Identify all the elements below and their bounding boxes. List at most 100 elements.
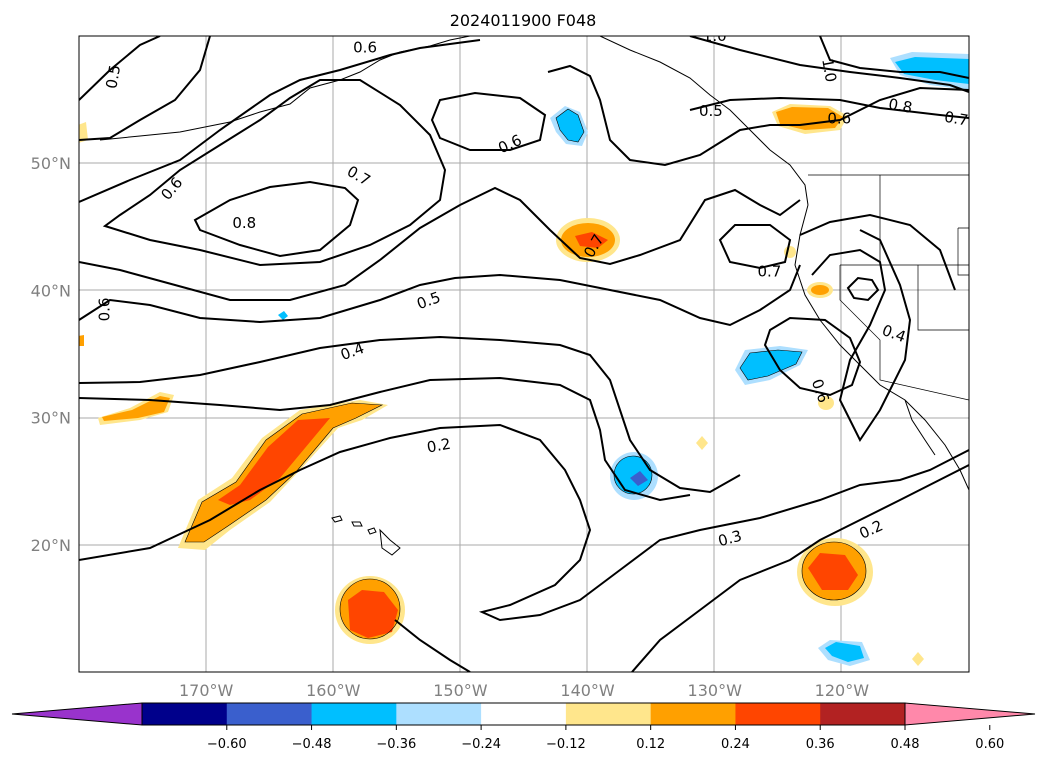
lon-label: 150°W	[433, 681, 488, 700]
colorbar-boxes	[11, 702, 1036, 726]
contour-label: 0.7	[757, 262, 781, 280]
coast-baja	[904, 399, 936, 456]
colorbar-ticks: −0.60 −0.48 −0.36 −0.24 −0.12 0.12 0.24 0.36 0.4…	[207, 725, 1004, 752]
negative-dot-37n	[278, 311, 288, 320]
colorbar-box	[650, 703, 736, 725]
negative-patch-12n	[825, 642, 864, 662]
colorbar-box	[820, 703, 906, 725]
colorbar-box	[565, 703, 652, 725]
positive-dot-edge-53n	[79, 122, 88, 143]
contour-0.7-east-loop	[718, 224, 792, 270]
colorbar-extend-high	[904, 702, 1036, 726]
outline-negative-35n	[739, 349, 803, 381]
positive-blob-44n-core	[575, 232, 608, 248]
outline-positive-se	[801, 541, 867, 601]
coast-aleutian-chain	[99, 121, 231, 141]
colorbar-box	[311, 703, 397, 725]
contour-0.8-northeast	[689, 36, 969, 93]
lon-label: 170°W	[179, 681, 234, 700]
contour-label: 0.7	[943, 108, 970, 130]
coast-oahu	[351, 521, 363, 527]
contour-0.5-lower	[79, 264, 801, 327]
outline-positive-band	[184, 402, 384, 543]
outline-negative-53n	[555, 108, 585, 143]
colorbar-box	[481, 703, 567, 725]
colorbar-tick-label: 0.12	[636, 737, 665, 752]
contour-0.3-west	[79, 376, 691, 502]
positive-dot-31n	[818, 396, 834, 410]
contour-0.5-east-small	[846, 276, 880, 302]
contour-0.7-northeast	[547, 64, 969, 167]
coast-aleutians-alaska	[229, 36, 471, 123]
colorbar-tick-label: 0.36	[806, 737, 835, 752]
map-title: 2024011900 F048	[450, 11, 597, 30]
positive-band-core	[218, 418, 330, 505]
contour-label: 0.6	[827, 110, 851, 128]
contour-0.2-south	[394, 619, 471, 672]
coast-maui	[367, 527, 377, 535]
negative-patch-35n	[740, 350, 802, 380]
contour-label: 0.2	[426, 435, 453, 457]
colorbar: −0.60 −0.48 −0.36 −0.24 −0.12 0.12 0.24 0.36 0.4…	[11, 702, 1036, 752]
colorbar-tick-label: −0.12	[546, 737, 586, 752]
political-borders	[808, 174, 969, 401]
map-content: 0.50.60.60.70.80.61.00.51.00.80.70.60.70…	[79, 27, 970, 672]
outline-positive-hawaii	[339, 578, 401, 640]
border-states	[839, 175, 969, 401]
colorbar-tick-label: −0.48	[292, 737, 332, 752]
colorbar-tick-label: −0.36	[376, 737, 416, 752]
colorbar-box	[142, 703, 228, 725]
contour-0.3-south	[631, 464, 969, 672]
contour-label: 0.3	[716, 527, 744, 551]
contour-0.7-west	[102, 79, 447, 267]
contour-0.6-far-nw	[79, 36, 211, 141]
negative-blob-25n	[614, 456, 652, 494]
colorbar-tick-label: 0.48	[891, 737, 920, 752]
contour-0.3-east	[799, 213, 956, 291]
map-panel: 0.50.60.60.70.80.61.00.51.00.80.70.60.70…	[78, 27, 970, 673]
colorbar-tick-label: 0.60	[975, 737, 1004, 752]
contour-labels: 0.50.60.60.70.80.61.00.51.00.80.70.60.70…	[95, 27, 970, 551]
lat-label: 20°N	[31, 536, 71, 555]
lon-label: 140°W	[560, 681, 615, 700]
colorbar-tick-label: −0.60	[207, 737, 247, 752]
positive-dot-40n-core	[811, 285, 829, 295]
coast-kauai	[331, 515, 343, 523]
contour-0.5-nw	[79, 36, 161, 101]
contour-0.4-main	[79, 335, 741, 494]
contour-label: 0.6	[353, 38, 377, 56]
positive-blob-se-core	[808, 553, 858, 590]
coast-hawaii-big-island	[379, 528, 401, 556]
contour-0.6-northeast	[689, 96, 969, 119]
contour-0.4-east	[811, 229, 912, 442]
contour-1.0-northeast	[819, 36, 969, 79]
border-states-east	[957, 227, 969, 276]
contour-0.5-main	[79, 186, 801, 301]
positive-dot-28n	[696, 436, 708, 450]
shaded-anomalies	[79, 52, 969, 666]
negative-blob-25n-core	[630, 471, 648, 486]
contour-0.6-southeast-loop	[763, 316, 862, 397]
contour-label: 1.0	[703, 27, 727, 45]
colorbar-tick-label: 0.24	[721, 737, 750, 752]
lon-label: 130°W	[688, 681, 743, 700]
colorbar-box	[396, 703, 482, 725]
contour-lines	[79, 36, 969, 672]
positive-dot-edge-36n	[79, 335, 84, 346]
contour-label: 0.5	[102, 63, 124, 90]
contour-0.8-west	[193, 180, 360, 258]
lat-label: 50°N	[31, 154, 71, 173]
contour-0.2-main	[79, 423, 969, 622]
lat-label: 30°N	[31, 409, 71, 428]
lat-label: 40°N	[31, 281, 71, 300]
contour-label: 0.6	[95, 298, 113, 322]
contour-label: 1.0	[818, 57, 840, 84]
colorbar-box	[735, 703, 821, 725]
outline-negative-25n	[613, 455, 653, 495]
contour-label: 0.8	[232, 214, 256, 232]
shaded-outlines	[184, 108, 867, 640]
colorbar-frame	[141, 702, 906, 726]
latitude-labels: 50°N 40°N 30°N 20°N	[31, 154, 71, 555]
positive-dot-13n	[912, 652, 924, 666]
lon-label: 160°W	[306, 681, 361, 700]
